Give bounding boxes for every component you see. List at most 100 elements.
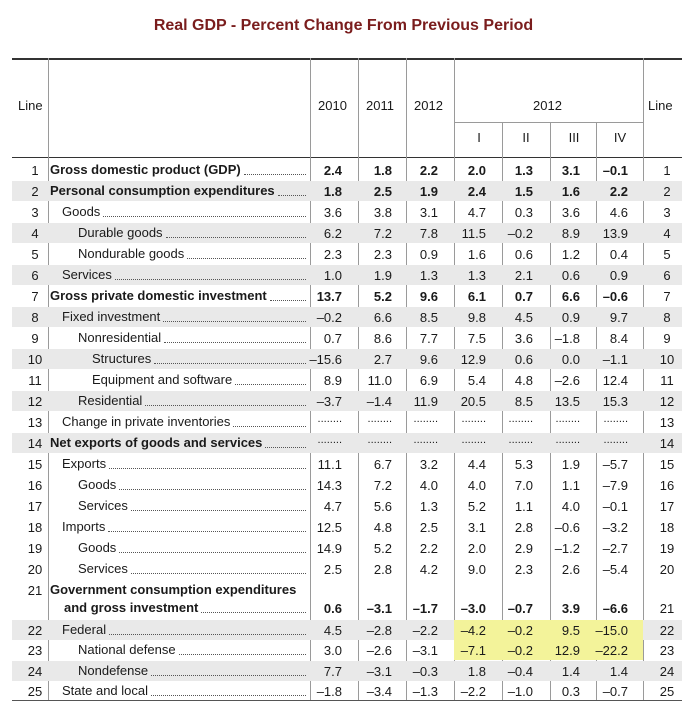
value-cell: 12.9 — [554, 643, 580, 658]
column-divider — [643, 58, 644, 700]
value-cell: 4.8 — [373, 520, 392, 535]
row-label: Services — [78, 561, 128, 576]
value-cell: 1.8 — [323, 184, 342, 199]
row-line-number: 10 — [27, 352, 43, 367]
value-cell: 0.9 — [609, 268, 628, 283]
value-cell: –0.1 — [602, 163, 628, 178]
value-cell: ........ — [508, 434, 533, 446]
highlight-cell — [502, 640, 550, 660]
row-line-number: 23 — [27, 643, 43, 658]
value-cell: 4.4 — [467, 457, 486, 472]
value-cell: 9.5 — [561, 623, 580, 638]
dotted-leader — [201, 600, 306, 613]
table-row: 20 Services 2.5 2.8 4.2 9.0 2.3 2.6 –5.4 20 — [12, 559, 682, 579]
value-cell: 2.0 — [467, 163, 486, 178]
value-cell: 4.0 — [419, 478, 438, 493]
dotted-leader — [233, 414, 306, 427]
row-label: Gross domestic product (GDP) — [50, 162, 241, 177]
value-cell: 1.3 — [514, 163, 533, 178]
value-cell: 20.5 — [460, 394, 486, 409]
value-cell: –3.1 — [366, 664, 392, 679]
dotted-leader — [265, 435, 306, 448]
value-cell: 0.6 — [514, 247, 533, 262]
row-line-number: 3 — [31, 205, 39, 220]
value-cell: ........ — [367, 434, 392, 446]
table-row: 18 Imports 12.5 4.8 2.5 3.1 2.8 –0.6 –3.2 18 — [12, 517, 682, 537]
table-row: 15 Exports 11.1 6.7 3.2 4.4 5.3 1.9 –5.7 15 — [12, 454, 682, 474]
value-cell: 1.1 — [514, 499, 533, 514]
value-cell: –1.7 — [412, 601, 438, 616]
value-cell: 0.6 — [561, 268, 580, 283]
value-cell: 4.7 — [323, 499, 342, 514]
column-divider — [48, 58, 49, 700]
row-line-number-right: 23 — [659, 643, 675, 658]
dotted-leader — [164, 330, 306, 343]
value-cell: 0.7 — [323, 331, 342, 346]
value-cell: –1.3 — [412, 684, 438, 699]
value-cell: 5.2 — [373, 541, 392, 556]
value-cell: 0.6 — [514, 352, 533, 367]
row-line-number-right: 24 — [659, 664, 675, 679]
value-cell: 1.6 — [467, 247, 486, 262]
dotted-leader — [114, 267, 306, 280]
value-cell: ........ — [603, 434, 628, 446]
value-cell: 7.7 — [419, 331, 438, 346]
value-cell: 3.0 — [323, 643, 342, 658]
value-cell: –0.2 — [507, 623, 533, 638]
value-cell: 2.3 — [514, 562, 533, 577]
value-cell: ........ — [555, 434, 580, 446]
row-line-number-right: 5 — [663, 247, 671, 262]
row-line-number-right: 14 — [659, 436, 675, 451]
header-top-rule — [12, 58, 682, 60]
dotted-leader — [235, 372, 306, 385]
value-cell: 8.5 — [419, 310, 438, 325]
value-cell: 3.6 — [514, 331, 533, 346]
value-cell: –6.6 — [602, 601, 628, 616]
value-cell: –3.4 — [366, 684, 392, 699]
page-title: Real GDP - Percent Change From Previous … — [153, 17, 534, 34]
value-cell: 1.8 — [467, 664, 486, 679]
value-cell: 3.8 — [373, 205, 392, 220]
value-cell: 7.2 — [373, 226, 392, 241]
dotted-leader — [165, 225, 306, 238]
value-cell: 9.7 — [609, 310, 628, 325]
table-row: 13 Change in private inventories.........… — [12, 412, 682, 432]
value-cell: 2.1 — [514, 268, 533, 283]
row-line-number-right: 18 — [659, 520, 675, 535]
value-cell: 4.7 — [467, 205, 486, 220]
value-cell: 7.0 — [514, 478, 533, 493]
row-label: Nonresidential — [78, 330, 162, 345]
value-cell: 7.7 — [323, 664, 342, 679]
row-line-number: 12 — [27, 394, 43, 409]
dotted-leader — [109, 622, 306, 635]
table-row: 2 Personal consumption expenditures 1.8 2.5… — [12, 181, 682, 201]
value-cell: 0.3 — [561, 684, 580, 699]
value-cell: –2.6 — [554, 373, 580, 388]
value-cell: 14.9 — [316, 541, 342, 556]
value-cell: 15.3 — [602, 394, 628, 409]
column-divider — [550, 123, 551, 700]
table-row: 14 Net exports of goods and services.....… — [12, 433, 682, 453]
value-cell: –3.7 — [316, 394, 342, 409]
value-cell: –7.9 — [602, 478, 628, 493]
row-line-number: 5 — [31, 247, 39, 262]
value-cell: –5.4 — [602, 562, 628, 577]
value-cell: 0.6 — [323, 601, 342, 616]
value-cell: 4.0 — [467, 478, 486, 493]
row-label: Gross private domestic investment — [50, 288, 267, 303]
value-cell: 5.3 — [514, 457, 533, 472]
row-label: Goods — [62, 204, 101, 219]
value-cell: –1.8 — [316, 684, 342, 699]
value-cell: 0.7 — [514, 289, 533, 304]
row-label-continued: and gross investment — [64, 600, 199, 615]
row-line-number-right: 2 — [663, 184, 671, 199]
value-cell: –0.2 — [507, 226, 533, 241]
row-label: Services — [62, 267, 112, 282]
value-cell: 2.3 — [323, 247, 342, 262]
row-line-number: 18 — [27, 520, 43, 535]
value-cell: 2.6 — [561, 562, 580, 577]
value-cell: 2.2 — [609, 184, 628, 199]
row-line-number-right: 8 — [663, 310, 671, 325]
row-line-number: 14 — [27, 436, 43, 451]
row-label: Net exports of goods and services — [50, 435, 263, 450]
